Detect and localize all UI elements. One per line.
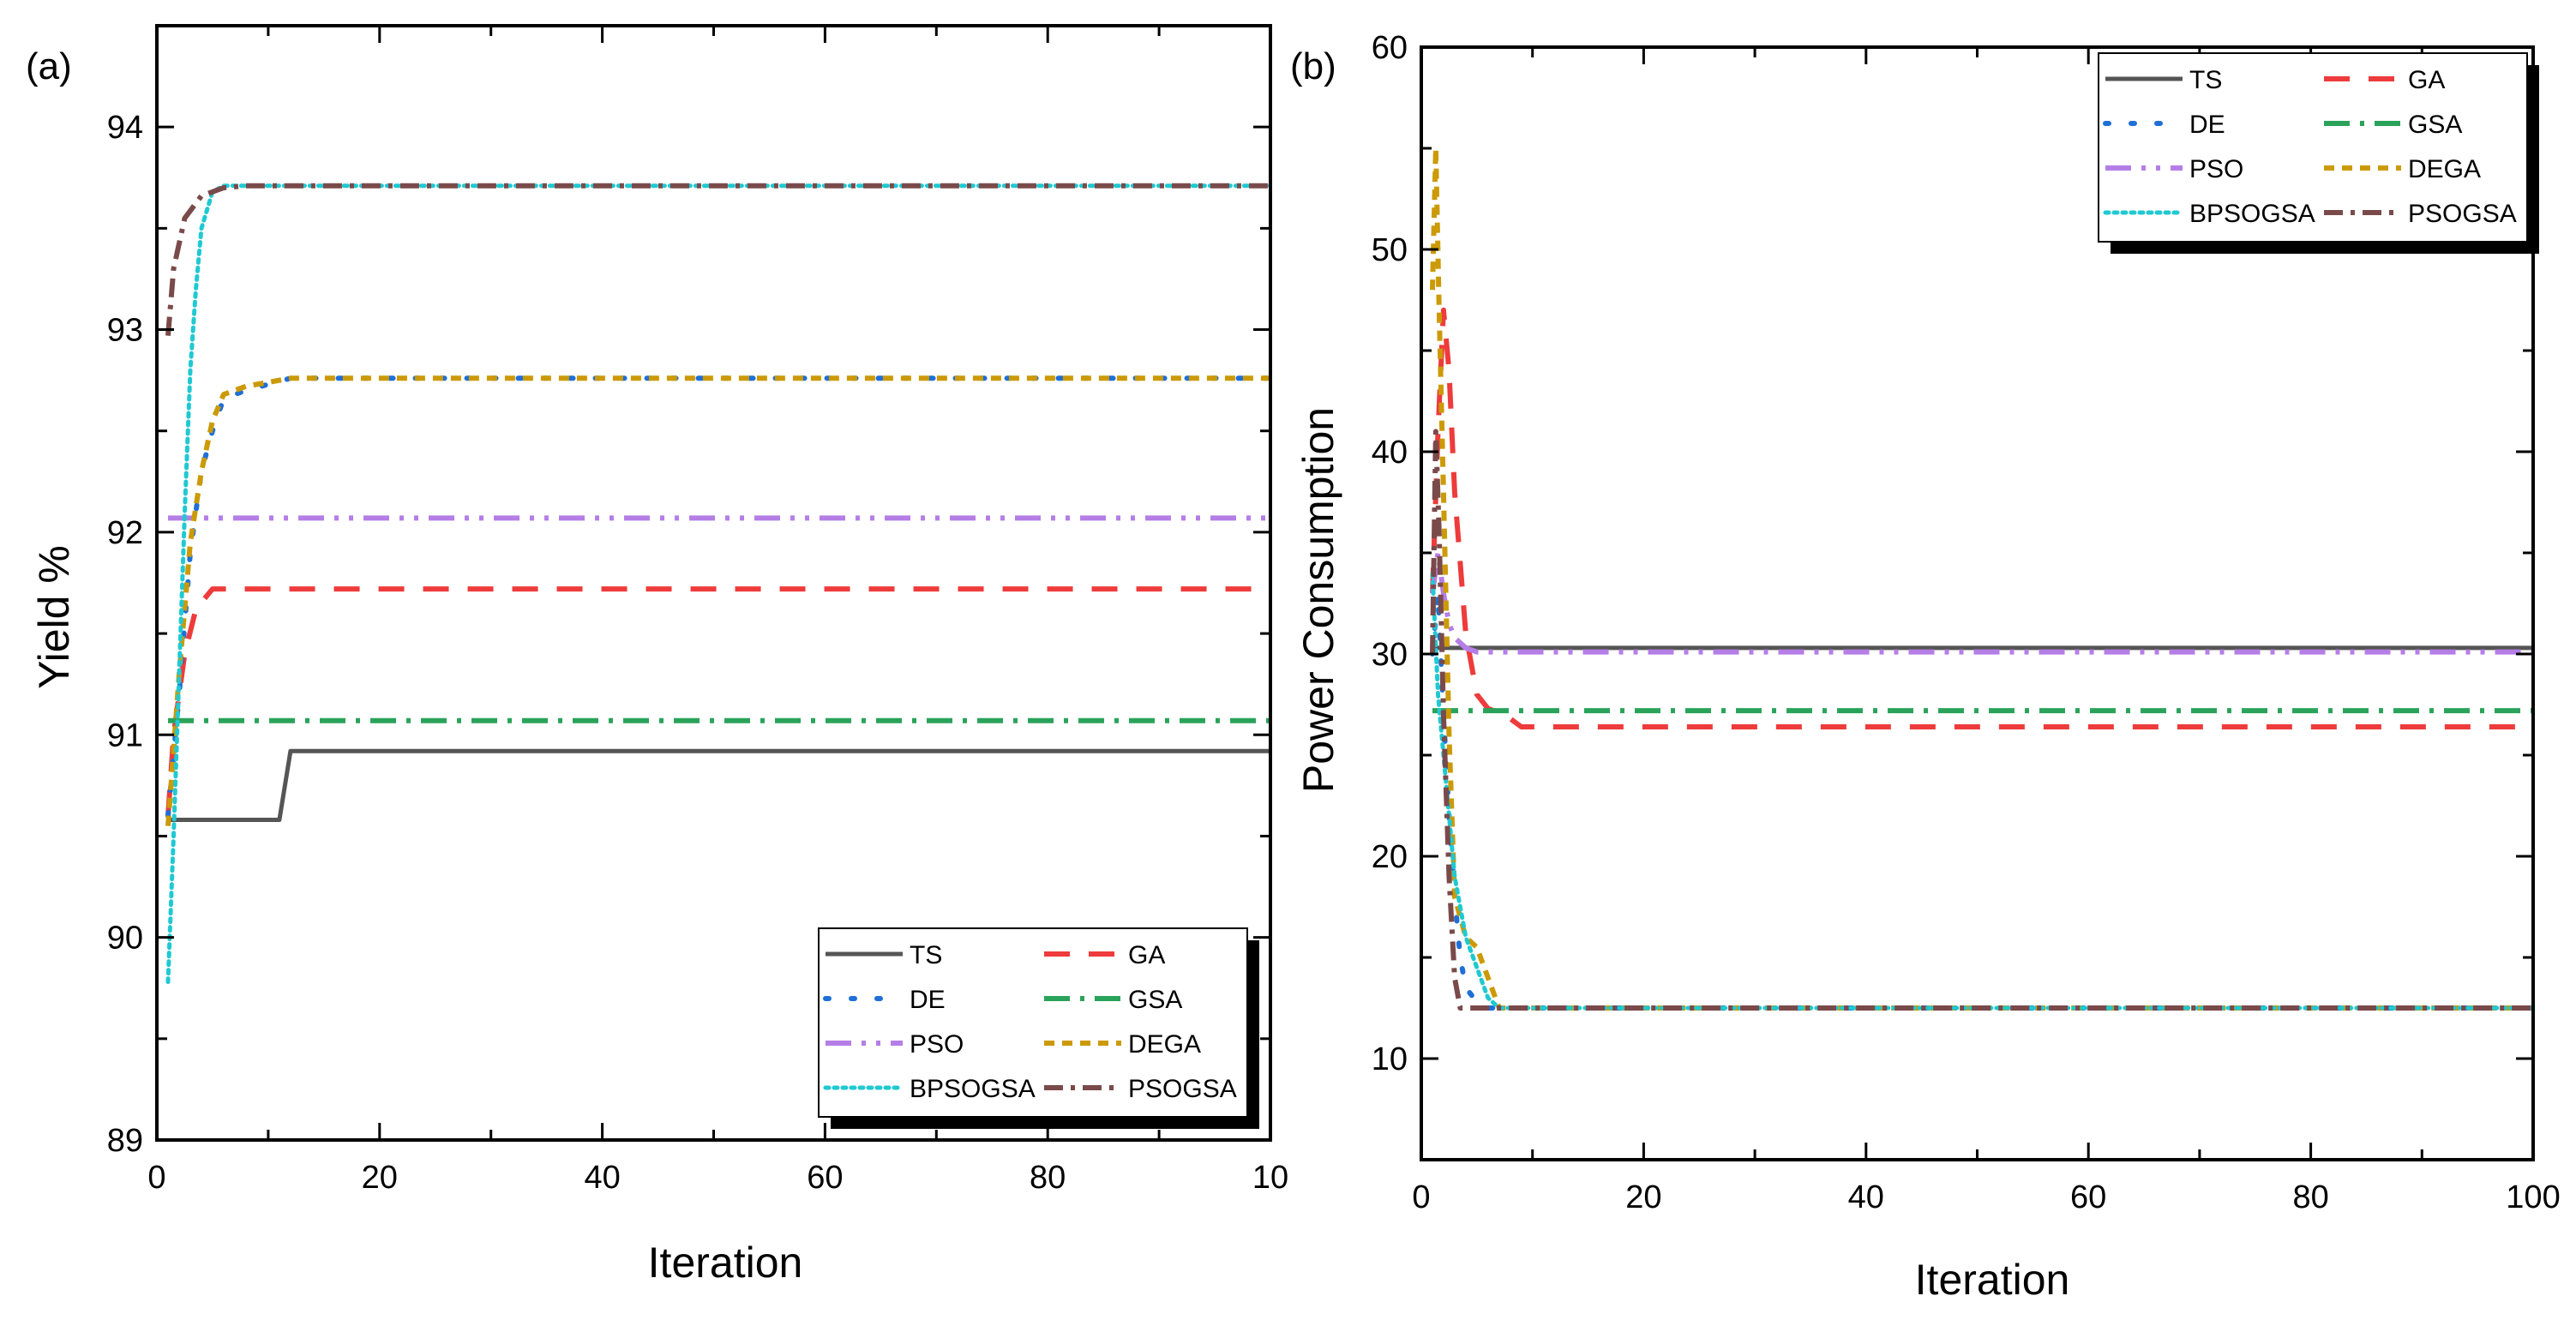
y-tick-label: 10 xyxy=(1372,1041,1408,1077)
panel-a-legend: TS GA DE GSA PSO DEGA BPSOGSA PSOGSA xyxy=(818,927,1259,1129)
panel-b: (b) Power Consumption Iteration 0 20 40 60 8… xyxy=(1290,30,2561,1304)
panel-a: (a) Yield % Iteration 0 20 40 60 80 10 89 90 91 9… xyxy=(26,24,1288,1287)
x-tick-label: 100 xyxy=(2506,1179,2560,1215)
panel-b-plot-area xyxy=(1430,146,2533,1011)
panel-b-axes: 0 20 40 60 80 100 10 20 30 40 50 60 xyxy=(1372,30,2561,1215)
panel-a-axes: 0 20 40 60 80 10 89 90 91 92 93 94 xyxy=(107,24,1288,1196)
series-line-ts xyxy=(168,748,1270,822)
legend-label-bpsogsa: BPSOGSA xyxy=(2189,200,2315,228)
panel-a-label: (a) xyxy=(26,45,72,87)
series-line-psogsa xyxy=(165,183,1270,336)
legend-label-psogsa: PSOGSA xyxy=(1128,1075,1237,1103)
panel-a-ylabel: Yield % xyxy=(30,545,78,689)
series-line-psogsa xyxy=(1430,429,2533,1011)
legend-label-ts: TS xyxy=(2189,66,2222,94)
legend-label-de: DE xyxy=(910,986,946,1014)
y-tick-label: 93 xyxy=(107,313,143,349)
x-tick-label: 0 xyxy=(147,1160,165,1196)
series-line-ga xyxy=(165,586,1270,817)
series-line-de xyxy=(1430,591,2533,1011)
legend-label-pso: PSO xyxy=(2189,155,2243,183)
legend-label-psogsa: PSOGSA xyxy=(2408,200,2517,228)
panel-b-legend: TS GA DE GSA PSO DEGA BPSOGSA PSOGSA xyxy=(2098,52,2539,254)
x-tick-label: 60 xyxy=(807,1160,843,1196)
y-tick-label: 50 xyxy=(1372,232,1408,268)
panel-b-label: (b) xyxy=(1290,45,1336,87)
x-tick-label: 40 xyxy=(584,1160,620,1196)
series-line-dega xyxy=(165,375,1270,826)
y-tick-label: 92 xyxy=(107,515,143,551)
y-tick-label: 20 xyxy=(1372,839,1408,875)
panel-b-xlabel: Iteration xyxy=(1915,1256,2070,1304)
legend-box xyxy=(818,927,1248,1118)
series-line-pso xyxy=(1430,550,2533,655)
x-tick-label: 80 xyxy=(2292,1179,2328,1215)
x-tick-label: 20 xyxy=(1625,1179,1661,1215)
y-tick-label: 40 xyxy=(1372,435,1408,471)
y-tick-label: 94 xyxy=(107,110,143,146)
legend-label-bpsogsa: BPSOGSA xyxy=(910,1075,1036,1103)
legend-label-gsa: GSA xyxy=(2408,111,2462,139)
legend-label-pso: PSO xyxy=(910,1030,964,1059)
series-line-bpsogsa xyxy=(165,183,1270,985)
legend-label-ga: GA xyxy=(2408,66,2445,94)
legend-label-ts: TS xyxy=(910,941,942,969)
legend-label-ga: GA xyxy=(1128,941,1165,969)
y-tick-label: 91 xyxy=(107,717,143,753)
series-line-bpsogsa xyxy=(1430,571,2533,1011)
panel-a-xlabel: Iteration xyxy=(648,1239,803,1287)
y-tick-label: 30 xyxy=(1372,637,1408,673)
legend-label-de: DE xyxy=(2189,111,2225,139)
y-tick-label: 60 xyxy=(1372,30,1408,66)
series-line-ga xyxy=(1430,307,2533,729)
legend-label-gsa: GSA xyxy=(1128,986,1182,1014)
x-tick-label: 40 xyxy=(1848,1179,1884,1215)
x-tick-label: 60 xyxy=(2070,1179,2106,1215)
y-tick-label: 90 xyxy=(107,921,143,957)
x-tick-label: 20 xyxy=(362,1160,398,1196)
panel-a-plot-area xyxy=(165,183,1270,985)
legend-label-dega: DEGA xyxy=(1128,1030,1201,1059)
series-line-dega xyxy=(1430,146,2533,1011)
x-tick-label: 10 xyxy=(1252,1160,1288,1196)
panel-b-ylabel: Power Consumption xyxy=(1294,407,1342,793)
x-tick-label: 0 xyxy=(1412,1179,1430,1215)
x-tick-label: 80 xyxy=(1030,1160,1066,1196)
legend-box xyxy=(2098,52,2528,243)
legend-label-dega: DEGA xyxy=(2408,155,2481,183)
y-tick-label: 89 xyxy=(107,1123,143,1159)
